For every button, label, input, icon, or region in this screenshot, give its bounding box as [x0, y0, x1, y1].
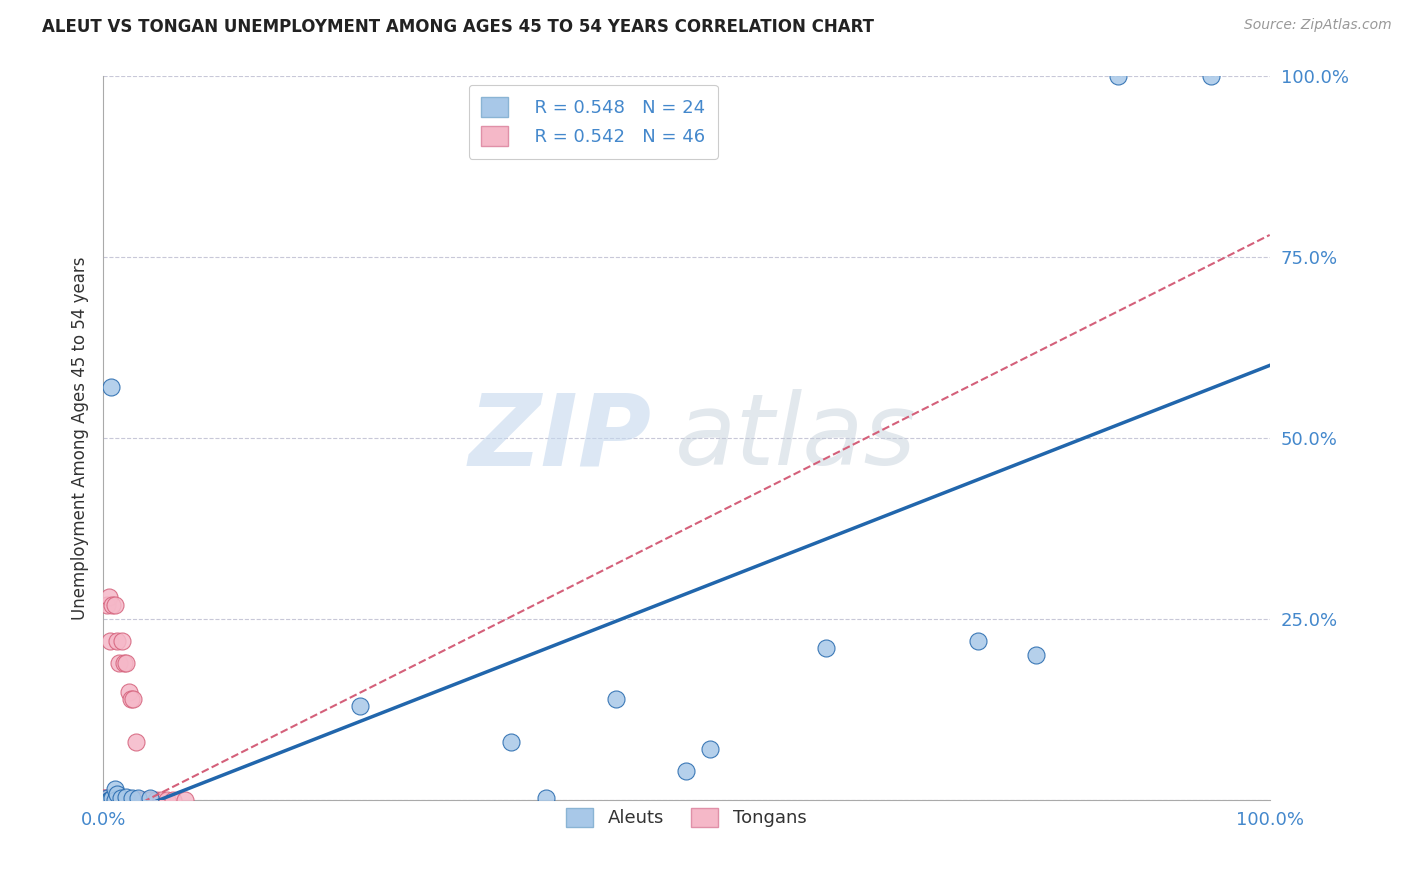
Point — [118, 684, 141, 698]
Point — [815, 640, 838, 655]
Point — [101, 793, 124, 807]
Point — [115, 656, 138, 670]
Point — [112, 793, 135, 807]
Text: ZIP: ZIP — [468, 390, 651, 486]
Point — [162, 793, 184, 807]
Point — [104, 598, 127, 612]
Point — [121, 791, 143, 805]
Y-axis label: Unemployment Among Ages 45 to 54 years: Unemployment Among Ages 45 to 54 years — [72, 256, 89, 620]
Point — [121, 793, 143, 807]
Point — [97, 793, 120, 807]
Point — [127, 793, 149, 807]
Point — [115, 789, 138, 804]
Point — [699, 742, 721, 756]
Point — [96, 793, 118, 807]
Point — [98, 793, 121, 807]
Point — [105, 793, 128, 807]
Point — [122, 691, 145, 706]
Point — [96, 791, 118, 805]
Point — [536, 791, 558, 805]
Point — [101, 791, 124, 805]
Text: Source: ZipAtlas.com: Source: ZipAtlas.com — [1244, 18, 1392, 32]
Point — [97, 793, 120, 807]
Point — [96, 598, 118, 612]
Point — [1201, 69, 1223, 83]
Point — [127, 793, 149, 807]
Point — [100, 793, 122, 807]
Point — [94, 791, 117, 805]
Point — [120, 691, 142, 706]
Point — [110, 791, 132, 805]
Point — [173, 793, 195, 807]
Point — [605, 691, 627, 706]
Point — [97, 591, 120, 605]
Point — [108, 793, 131, 807]
Point — [127, 791, 149, 805]
Point — [501, 735, 523, 749]
Point — [110, 793, 132, 807]
Point — [156, 793, 179, 807]
Point — [104, 793, 127, 807]
Point — [121, 793, 143, 807]
Point — [139, 793, 162, 807]
Point — [349, 698, 371, 713]
Point — [115, 793, 138, 807]
Point — [1107, 69, 1129, 83]
Point — [100, 380, 122, 394]
Legend: Aleuts, Tongans: Aleuts, Tongans — [560, 800, 814, 835]
Point — [105, 788, 128, 802]
Point — [98, 793, 121, 807]
Point — [107, 793, 129, 807]
Point — [97, 793, 120, 807]
Point — [103, 793, 125, 807]
Point — [112, 656, 135, 670]
Point — [111, 633, 134, 648]
Point — [132, 793, 155, 807]
Point — [675, 764, 697, 779]
Point — [104, 793, 127, 807]
Point — [91, 791, 114, 805]
Point — [105, 633, 128, 648]
Point — [967, 633, 990, 648]
Point — [1025, 648, 1047, 663]
Point — [145, 793, 167, 807]
Point — [139, 793, 162, 807]
Point — [139, 791, 162, 805]
Text: atlas: atlas — [675, 390, 917, 486]
Point — [101, 598, 124, 612]
Point — [104, 793, 127, 807]
Point — [97, 791, 120, 805]
Point — [104, 782, 127, 797]
Point — [108, 656, 131, 670]
Point — [118, 793, 141, 807]
Point — [98, 633, 121, 648]
Point — [125, 735, 148, 749]
Text: ALEUT VS TONGAN UNEMPLOYMENT AMONG AGES 45 TO 54 YEARS CORRELATION CHART: ALEUT VS TONGAN UNEMPLOYMENT AMONG AGES … — [42, 18, 875, 36]
Point — [150, 793, 173, 807]
Point — [111, 793, 134, 807]
